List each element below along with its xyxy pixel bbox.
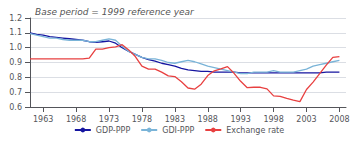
- svg-text:1.0: 1.0: [9, 43, 22, 52]
- svg-text:Base period = 1999 reference y: Base period = 1999 reference year: [35, 7, 195, 17]
- svg-text:2008: 2008: [329, 115, 349, 124]
- svg-text:1998: 1998: [263, 115, 283, 124]
- svg-text:1.2: 1.2: [9, 14, 22, 23]
- svg-text:Exchange rate: Exchange rate: [226, 126, 284, 135]
- svg-text:0.9: 0.9: [9, 58, 22, 67]
- svg-text:GDI-PPP: GDI-PPP: [162, 126, 194, 135]
- svg-text:0.6: 0.6: [9, 103, 22, 112]
- svg-text:1983: 1983: [165, 115, 185, 124]
- svg-text:0.8: 0.8: [9, 73, 22, 82]
- svg-text:1968: 1968: [66, 115, 86, 124]
- svg-text:1978: 1978: [132, 115, 152, 124]
- svg-text:2003: 2003: [296, 115, 316, 124]
- svg-text:0.7: 0.7: [9, 88, 22, 97]
- svg-text:1993: 1993: [230, 115, 250, 124]
- svg-text:1988: 1988: [198, 115, 218, 124]
- svg-text:1.1: 1.1: [9, 28, 22, 37]
- svg-text:1963: 1963: [33, 115, 53, 124]
- svg-text:1973: 1973: [99, 115, 119, 124]
- svg-text:GDP-PPP: GDP-PPP: [96, 126, 131, 135]
